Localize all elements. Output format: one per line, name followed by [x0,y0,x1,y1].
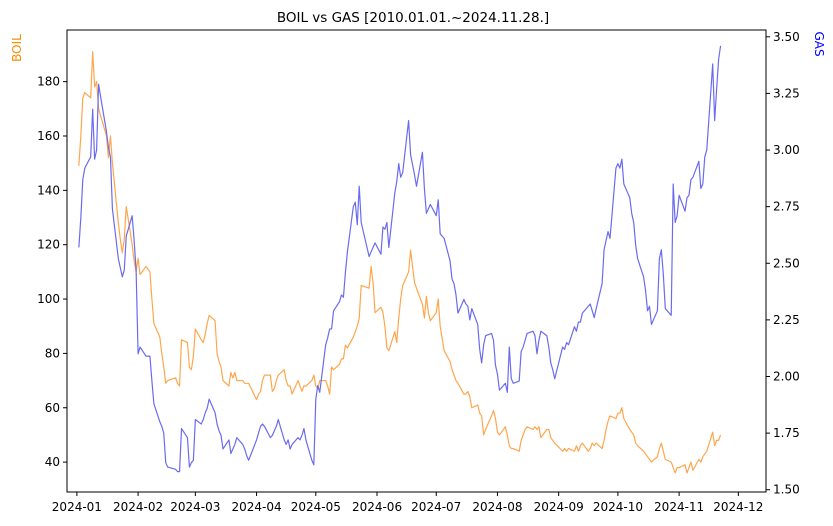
x-tick-label: 2024-09 [534,500,584,514]
x-tick-label: 2024-02 [113,500,163,514]
left-tick-label: 160 [37,129,60,143]
chart-title: BOIL vs GAS [2010.01.01.~2024.11.28.] [277,10,549,26]
right-tick-label: 2.25 [773,313,800,327]
right-y-axis: 1.50 1.75 2.00 2.25 2.50 2.75 3.00 3.25 3.50 [766,30,800,497]
right-tick-label: 1.50 [773,483,800,497]
series-line-boil [78,51,722,474]
left-tick-label: 100 [37,292,60,306]
x-tick-label: 2024-10 [593,500,643,514]
left-y-axis: 40 60 80 100 120 140 160 180 [37,75,67,469]
plot-frame [66,29,767,493]
left-tick-label: 180 [37,75,60,89]
x-tick-label: 2024-05 [291,500,341,514]
right-tick-label: 2.75 [773,200,800,214]
left-tick-label: 40 [45,455,60,469]
left-tick-label: 60 [45,401,60,415]
x-tick-label: 2024-12 [713,500,763,514]
right-tick-label: 3.25 [773,86,800,100]
right-tick-label: 3.50 [773,30,800,44]
left-tick-label: 140 [37,183,60,197]
right-axis-label: GAS [812,31,826,56]
left-tick-label: 120 [37,238,60,252]
x-tick-label: 2024-01 [52,500,102,514]
right-tick-label: 2.50 [773,256,800,270]
right-tick-label: 3.00 [773,143,800,157]
right-tick-label: 2.00 [773,370,800,384]
x-tick-label: 2024-08 [472,500,522,514]
x-tick-label: 2024-04 [231,500,281,514]
x-tick-label: 2024-11 [654,500,704,514]
x-tick-label: 2024-03 [170,500,220,514]
left-axis-label: BOIL [10,34,24,62]
series-line-gas [78,45,722,473]
x-axis: 2024-01 2024-02 2024-03 2024-04 2024-05 2024-… [52,492,763,514]
left-tick-label: 80 [45,346,60,360]
plot-area [78,45,722,474]
x-tick-label: 2024-07 [411,500,461,514]
x-tick-label: 2024-06 [352,500,402,514]
right-tick-label: 1.75 [773,426,800,440]
